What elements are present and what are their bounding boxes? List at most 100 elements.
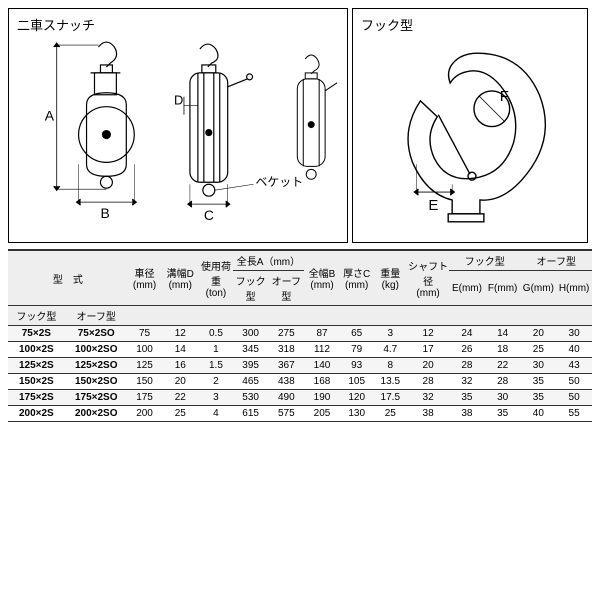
table-body: 75×2S75×2SO75120.53002758765312241420301… <box>8 326 592 422</box>
hdr-la-hook: フック型 <box>233 271 269 306</box>
hdr-oof-type: オーフ型 <box>521 250 593 271</box>
hdr-width-b: 全幅B(mm) <box>304 250 340 306</box>
cell-la-oof: 575 <box>268 406 304 422</box>
cell-thick: 130 <box>340 406 374 422</box>
cell-thick: 93 <box>340 358 374 374</box>
cell-load: 4 <box>199 406 233 422</box>
cell-e: 35 <box>449 390 485 406</box>
cell-g: 35 <box>521 374 557 390</box>
cell-g: 20 <box>521 326 557 342</box>
cell-weight: 8 <box>373 358 407 374</box>
cell-shaft: 28 <box>407 374 449 390</box>
cell-la-oof: 438 <box>268 374 304 390</box>
cell-la-hook: 395 <box>233 358 269 374</box>
spec-table: 型 式 車径(mm) 溝幅D(mm) 使用荷重(ton) 全長A（mm） 全幅B… <box>8 249 592 422</box>
cell-f: 28 <box>485 374 521 390</box>
cell-f: 35 <box>485 406 521 422</box>
cell-e: 26 <box>449 342 485 358</box>
cell-groove: 20 <box>161 374 199 390</box>
svg-text:C: C <box>204 207 214 223</box>
cell-oof-model: 100×2SO <box>65 342 128 358</box>
cell-g: 30 <box>521 358 557 374</box>
hdr-la-oof: オーフ型 <box>268 271 304 306</box>
cell-e: 32 <box>449 374 485 390</box>
cell-weight: 13.5 <box>373 374 407 390</box>
cell-weight: 4.7 <box>373 342 407 358</box>
cell-e: 24 <box>449 326 485 342</box>
cell-width: 87 <box>304 326 340 342</box>
cell-groove: 25 <box>161 406 199 422</box>
cell-la-oof: 490 <box>268 390 304 406</box>
cell-shaft: 32 <box>407 390 449 406</box>
cell-g: 35 <box>521 390 557 406</box>
cell-load: 0.5 <box>199 326 233 342</box>
cell-e: 38 <box>449 406 485 422</box>
cell-width: 140 <box>304 358 340 374</box>
svg-text:F: F <box>500 89 509 105</box>
cell-oof-model: 150×2SO <box>65 374 128 390</box>
hdr-hook-type: フック型 <box>449 250 520 271</box>
hdr-hook-model: フック型 <box>8 306 65 326</box>
cell-wheel: 125 <box>128 358 162 374</box>
cell-la-hook: 530 <box>233 390 269 406</box>
cell-groove: 16 <box>161 358 199 374</box>
hdr-H: H(mm) <box>556 271 592 306</box>
cell-wheel: 200 <box>128 406 162 422</box>
cell-h: 40 <box>556 342 592 358</box>
cell-la-hook: 345 <box>233 342 269 358</box>
cell-la-hook: 465 <box>233 374 269 390</box>
cell-width: 112 <box>304 342 340 358</box>
cell-la-hook: 615 <box>233 406 269 422</box>
cell-thick: 120 <box>340 390 374 406</box>
table-row: 75×2S75×2SO75120.5300275876531224142030 <box>8 326 592 342</box>
cell-width: 190 <box>304 390 340 406</box>
cell-la-oof: 367 <box>268 358 304 374</box>
cell-weight: 17.5 <box>373 390 407 406</box>
cell-e: 28 <box>449 358 485 374</box>
hdr-oof-model: オーフ型 <box>65 306 128 326</box>
cell-oof-model: 125×2SO <box>65 358 128 374</box>
cell-g: 40 <box>521 406 557 422</box>
hdr-F: F(mm) <box>485 271 521 306</box>
cell-oof-model: 75×2SO <box>65 326 128 342</box>
diagrams-row: 二車スナッチ <box>8 8 592 243</box>
hdr-weight: 重量(kg) <box>373 250 407 306</box>
cell-weight: 3 <box>373 326 407 342</box>
cell-hook-model: 75×2S <box>8 326 65 342</box>
cell-width: 168 <box>304 374 340 390</box>
diagram-right-title: フック型 <box>353 9 587 34</box>
cell-h: 55 <box>556 406 592 422</box>
table-header: 型 式 車径(mm) 溝幅D(mm) 使用荷重(ton) 全長A（mm） 全幅B… <box>8 250 592 326</box>
table-row: 175×2S175×2SO17522353049019012017.532353… <box>8 390 592 406</box>
cell-load: 2 <box>199 374 233 390</box>
cell-h: 50 <box>556 390 592 406</box>
table-row: 200×2S200×2SO200254615575205130253838354… <box>8 406 592 422</box>
cell-la-oof: 318 <box>268 342 304 358</box>
cell-wheel: 150 <box>128 374 162 390</box>
hdr-shaft: シャフト径(mm) <box>407 250 449 306</box>
cell-wheel: 75 <box>128 326 162 342</box>
cell-wheel: 100 <box>128 342 162 358</box>
svg-text:ベケット: ベケット <box>256 175 304 189</box>
hdr-model: 型 式 <box>8 250 128 306</box>
cell-load: 3 <box>199 390 233 406</box>
cell-wheel: 175 <box>128 390 162 406</box>
hdr-length-a: 全長A（mm） <box>233 250 304 271</box>
svg-text:B: B <box>100 205 109 221</box>
cell-oof-model: 200×2SO <box>65 406 128 422</box>
cell-oof-model: 175×2SO <box>65 390 128 406</box>
cell-hook-model: 175×2S <box>8 390 65 406</box>
cell-groove: 14 <box>161 342 199 358</box>
table-row: 150×2S150×2SO15020246543816810513.528322… <box>8 374 592 390</box>
cell-groove: 12 <box>161 326 199 342</box>
cell-la-hook: 300 <box>233 326 269 342</box>
diagram-left-svg: A B <box>9 34 347 245</box>
diagram-left-title: 二車スナッチ <box>9 9 347 34</box>
cell-g: 25 <box>521 342 557 358</box>
cell-load: 1 <box>199 342 233 358</box>
svg-text:A: A <box>45 108 55 124</box>
hdr-thick-c: 厚さC(mm) <box>340 250 374 306</box>
hdr-wheel: 車径(mm) <box>128 250 162 306</box>
cell-load: 1.5 <box>199 358 233 374</box>
cell-weight: 25 <box>373 406 407 422</box>
